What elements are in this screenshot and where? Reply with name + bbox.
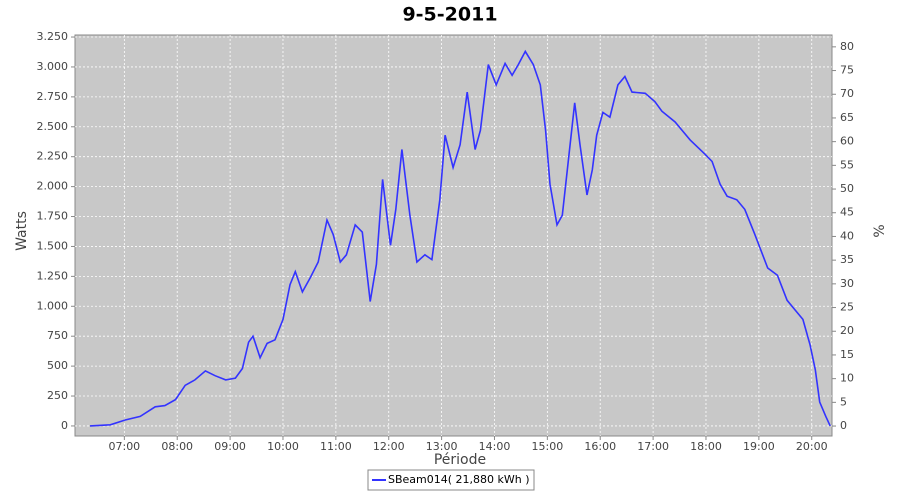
x-tick-label: 15:00	[532, 440, 564, 453]
x-tick-label: 07:00	[108, 440, 140, 453]
y-tick-label: 2.500	[37, 120, 69, 133]
x-tick-label: 08:00	[161, 440, 193, 453]
y-tick-label: 2.750	[37, 90, 69, 103]
x-tick-label: 10:00	[267, 440, 299, 453]
y-tick-label: 500	[47, 359, 68, 372]
y2-tick-label: 10	[840, 372, 854, 385]
y2-tick-label: 65	[840, 111, 854, 124]
y2-tick-label: 40	[840, 229, 854, 242]
x-tick-label: 17:00	[637, 440, 669, 453]
y2-tick-label: 5	[840, 395, 847, 408]
y2-axis-label: %	[872, 224, 888, 237]
y2-tick-label: 15	[840, 348, 854, 361]
y-axis-label: Watts	[14, 211, 30, 251]
x-tick-label: 19:00	[743, 440, 775, 453]
y2-tick-label: 35	[840, 253, 854, 266]
x-tick-label: 18:00	[690, 440, 722, 453]
x-tick-label: 11:00	[320, 440, 352, 453]
y2-tick-label: 30	[840, 277, 854, 290]
x-tick-label: 12:00	[373, 440, 405, 453]
y-tick-label: 1.000	[37, 299, 69, 312]
y2-tick-label: 50	[840, 182, 854, 195]
x-axis-label: Période	[434, 452, 486, 468]
x-tick-label: 13:00	[426, 440, 458, 453]
y-tick-label: 1.750	[37, 210, 69, 223]
y-tick-label: 2.000	[37, 180, 69, 193]
y-tick-label: 0	[61, 419, 68, 432]
y-tick-label: 750	[47, 329, 68, 342]
y2-tick-label: 75	[840, 64, 854, 77]
legend-box	[367, 469, 535, 491]
x-tick-label: 20:00	[796, 440, 828, 453]
y2-tick-label: 45	[840, 206, 854, 219]
y-tick-label: 2.250	[37, 150, 69, 163]
x-tick-label: 16:00	[584, 440, 616, 453]
y2-tick-label: 60	[840, 135, 854, 148]
y2-tick-label: 80	[840, 40, 854, 53]
x-tick-label: 14:00	[479, 440, 511, 453]
y-tick-label: 1.250	[37, 269, 69, 282]
y2-tick-label: 70	[840, 87, 854, 100]
y2-tick-label: 55	[840, 158, 854, 171]
x-tick-label: 09:00	[214, 440, 246, 453]
plot-area	[74, 34, 833, 437]
y-tick-label: 3.250	[37, 30, 69, 43]
chart-title: 9-5-2011	[402, 4, 497, 26]
y-tick-label: 3.000	[37, 60, 69, 73]
y2-tick-label: 20	[840, 324, 854, 337]
y2-tick-label: 0	[840, 419, 847, 432]
y2-tick-label: 25	[840, 301, 854, 314]
y-tick-label: 1.500	[37, 239, 69, 252]
legend-label: SBeam014( 21,880 kWh )	[388, 473, 530, 486]
y-tick-label: 250	[47, 389, 68, 402]
series-line	[89, 49, 831, 427]
